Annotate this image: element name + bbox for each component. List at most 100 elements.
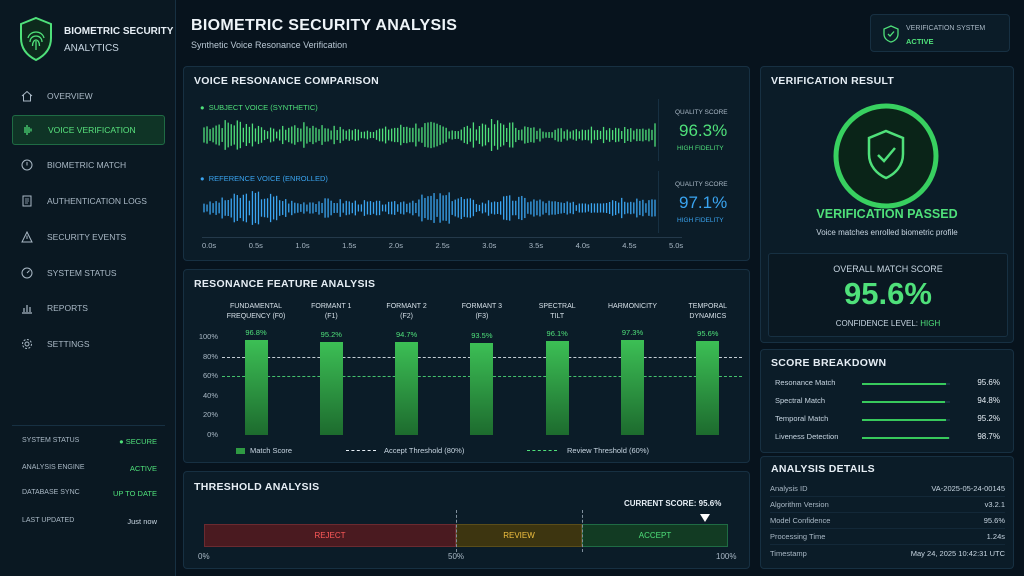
breakdown-track [862,419,950,421]
match-score-bar [244,340,268,435]
breakdown-track [862,437,950,439]
legend-accept-text: Accept Threshold (80%) [384,446,465,455]
feature-label: FUNDAMENTAL FREQUENCY (F0) [221,302,291,322]
database-sync-label: DATABASE SYNC [22,489,80,496]
details-label: Algorithm Version [770,500,829,509]
result-panel-title: VERIFICATION RESULT [771,75,895,87]
feature-label-line1: FORMANT 3 [461,303,503,310]
brand-title: BIOMETRIC SECURITY [64,26,174,37]
voice-resonance-panel: VOICE RESONANCE COMPARISON ● SUBJECT VOI… [183,66,750,261]
subject-quality-label: QUALITY SCORE [675,109,728,116]
details-value: 1.24s [986,532,1005,541]
system-status-box: SYSTEM STATUS ● SECURE ANALYSIS ENGINE A… [12,425,165,535]
subject-quality-box: QUALITY SCORE 96.3% HIGH FIDELITY [658,99,742,161]
current-score-marker [699,514,710,522]
nav-label: AUTHENTICATION LOGS [47,196,147,206]
database-sync-row: DATABASE SYNC UP TO DATE [22,489,157,498]
details-label: Processing Time [770,532,826,541]
gauge-icon [20,266,34,280]
y-axis-tick: 20% [202,410,218,420]
confidence-value: HIGH [920,319,941,328]
time-tick: 1.5s [342,241,357,250]
time-tick: 1.0s [295,241,310,250]
bar-value-label: 94.7% [395,330,418,340]
match-score-bar [696,341,720,435]
legend-review-text: Review Threshold (60%) [567,446,649,455]
legend-review-swatch [527,450,557,451]
breakdown-panel-title: SCORE BREAKDOWN [771,357,887,369]
voice-panel-title: VOICE RESONANCE COMPARISON [194,75,379,87]
breakdown-fill [862,419,946,421]
current-score-label: CURRENT SCORE: 95.6% [624,499,722,508]
nav-item-voice-verification[interactable]: VOICE VERIFICATION [12,115,165,145]
system-status-value: ● SECURE [119,437,157,446]
verification-system-badge: VERIFICATION SYSTEM ACTIVE [870,14,1010,52]
threshold-panel-title: THRESHOLD ANALYSIS [194,481,320,493]
legend-match-swatch [236,447,245,454]
breakdown-track [862,401,950,403]
nav-item-biometric-match[interactable]: BIOMETRIC MATCH [12,150,165,180]
confidence-level: CONFIDENCE LEVEL: HIGH [769,319,1007,328]
home-icon [20,89,34,103]
details-label: Analysis ID [770,484,808,493]
overall-score-card: OVERALL MATCH SCORE 95.6% CONFIDENCE LEV… [768,253,1008,337]
details-value: 95.6% [983,516,1005,525]
legend-accept-swatch [346,450,376,451]
y-axis-tick: 40% [202,390,218,400]
gear-icon [20,337,34,351]
resonance-panel: RESONANCE FEATURE ANALYSIS 100% 80% 60% 40%… [183,269,750,463]
nav-item-settings[interactable]: SETTINGS [12,329,165,359]
verification-system-value: ACTIVE [906,37,934,46]
details-row: Model Confidence 95.6% [770,513,1005,529]
last-updated-row: LAST UPDATED Just now [22,517,157,526]
chart-icon [20,301,34,315]
details-label: Timestamp [770,548,807,558]
verification-result-panel: VERIFICATION RESULT VERIFICATION PASSED … [760,66,1014,343]
zone-review: REVIEW [456,524,582,547]
match-score-bar [470,343,494,435]
time-tick: 2.5s [435,241,450,250]
reference-voice-text: REFERENCE VOICE (ENROLLED) [208,174,328,183]
resonance-panel-title: RESONANCE FEATURE ANALYSIS [194,278,376,290]
details-value: v3.2.1 [984,500,1005,509]
nav-item-system-status[interactable]: SYSTEM STATUS [12,258,165,288]
nav-label: REPORTS [47,303,88,313]
reference-quality-value: 97.1% [679,193,728,212]
breakdown-label: Liveness Detection [775,432,839,441]
subject-voice-text: SUBJECT VOICE (SYNTHETIC) [208,103,318,112]
breakdown-value: 94.8% [977,396,1000,405]
threshold-divider-80 [582,510,583,552]
nav-item-overview[interactable]: OVERVIEW [12,81,165,111]
bar-value-label: 97.3% [621,327,644,337]
time-tick: 4.5s [622,241,637,250]
details-value: May 24, 2025 10:42:31 UTC [910,548,1005,558]
reference-waveform [203,191,656,225]
nav-item-authentication-logs[interactable]: AUTHENTICATION LOGS [12,186,165,216]
feature-label-line2: (F3) [475,313,489,320]
time-tick: 3.0s [482,241,497,250]
breakdown-label: Resonance Match [775,378,836,387]
y-axis-tick: 0% [207,430,218,439]
system-status-label: SYSTEM STATUS [22,437,80,444]
verification-description: Voice matches enrolled biometric profile [816,228,958,237]
verified-shield-icon [833,103,939,209]
subject-quality-value: 96.3% [679,121,728,140]
breakdown-fill [862,383,947,385]
feature-label: TEMPORAL DYNAMICS [673,302,743,322]
database-sync-value: UP TO DATE [112,489,157,498]
feature-label: SPECTRAL TILT [522,302,592,322]
verification-status: VERIFICATION PASSED [816,207,958,221]
match-score-bar [621,339,644,435]
breakdown-track [862,383,950,385]
y-axis-tick: 80% [202,351,218,361]
reference-quality-box: QUALITY SCORE 97.1% HIGH FIDELITY [658,171,742,233]
verification-system-label: VERIFICATION SYSTEM [906,25,986,32]
time-tick: 4.0s [575,241,590,250]
legend-match-text: Match Score [250,446,293,455]
analysis-engine-value: ACTIVE [129,464,157,473]
nav-item-security-events[interactable]: SECURITY EVENTS [12,222,165,252]
match-score-bar [545,340,569,435]
feature-label: HARMONICITY [598,302,668,312]
nav-label: SYSTEM STATUS [47,268,117,278]
nav-item-reports[interactable]: REPORTS [12,293,165,323]
